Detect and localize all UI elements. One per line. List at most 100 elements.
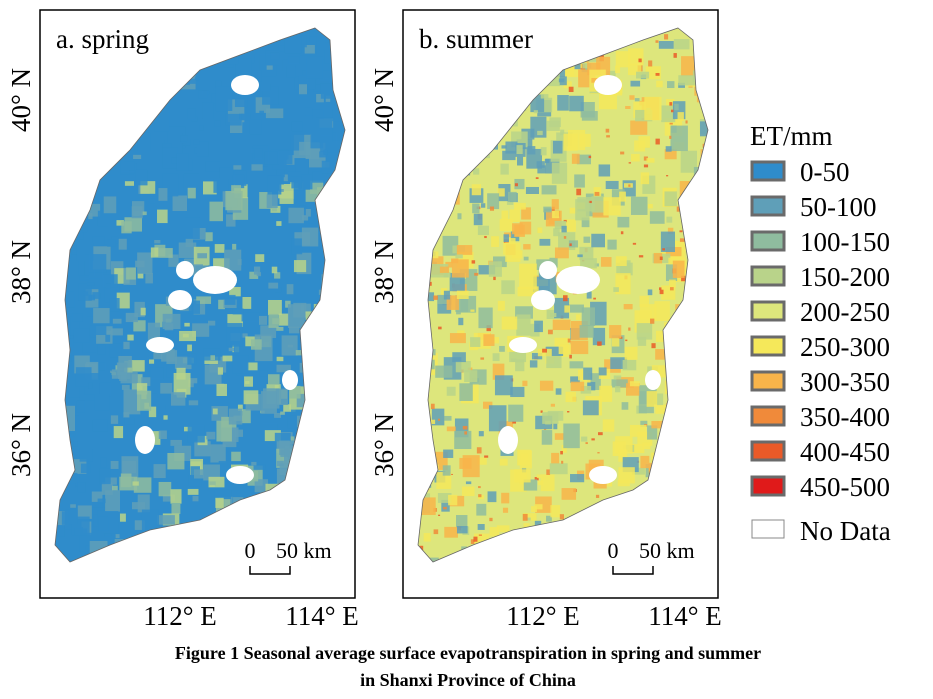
et-patch [282,59,296,71]
et-patch [671,109,674,113]
et-patch [73,116,83,129]
et-patch [523,256,529,261]
et-patch [342,150,345,153]
et-patch [278,189,284,192]
et-patch [303,506,313,514]
et-patch [576,154,591,165]
et-patch [464,164,470,169]
et-patch [350,182,363,199]
et-patch [660,512,673,529]
et-patch [110,545,125,562]
et-patch [242,296,252,309]
et-patch [213,178,229,193]
et-patch [122,99,139,111]
et-patch [132,481,139,486]
lon-tick-label: 114° E [648,601,722,631]
no-data-area [282,370,298,390]
et-patch [459,117,475,130]
et-patch [120,129,133,147]
et-patch [267,374,280,385]
et-patch [342,144,345,157]
et-patch [165,404,171,412]
et-patch [537,130,543,136]
et-patch [707,514,708,517]
et-patch [259,517,270,526]
et-patch [280,499,295,511]
no-data-area [498,426,518,454]
et-patch [651,420,663,429]
et-patch [326,286,340,301]
et-patch [472,203,480,214]
et-patch [328,302,340,318]
et-patch [225,190,243,211]
et-patch [329,565,335,570]
et-patch [673,387,692,397]
et-patch [301,227,319,247]
et-patch [70,218,82,231]
et-patch [592,327,606,346]
map-panel: a. spring 40° N 38° N 36° N 112° E 114° E 0 50 … [6,9,363,631]
et-patch [514,202,526,210]
et-patch [233,165,242,170]
et-patch [689,524,704,538]
et-patch [542,348,547,353]
et-patch [98,516,109,531]
et-patch [146,62,162,70]
et-patch [137,273,144,279]
et-patch [240,333,248,338]
et-patch [123,412,130,418]
et-patch [673,39,690,50]
et-patch [214,120,221,127]
et-patch [539,380,554,391]
et-patch [674,103,679,111]
et-patch [704,507,708,517]
et-patch [456,113,461,121]
et-patch [202,264,208,271]
et-patch [259,370,268,377]
et-patch [495,549,501,553]
et-patch [681,436,685,439]
et-patch [162,143,172,150]
et-patch [197,253,208,259]
et-patch [694,39,700,44]
et-patch [575,44,589,63]
et-patch [217,367,223,375]
et-patch [636,71,650,79]
et-patch [338,505,345,517]
et-patch [487,491,497,503]
et-patch [677,323,692,338]
et-patch [76,400,85,413]
et-patch [337,394,345,409]
et-patch [212,408,218,415]
caption-line: Figure 1 Seasonal average surface evapot… [175,643,761,663]
et-patch [55,258,60,269]
et-patch [691,338,695,341]
et-patch [325,292,333,297]
et-patch [588,155,592,159]
et-patch [123,149,136,162]
no-data-area [226,466,254,484]
et-patch [535,177,539,180]
et-patch [216,420,232,442]
et-patch [547,329,553,335]
et-patch [488,405,507,432]
et-patch [178,65,196,90]
et-patch [508,404,524,422]
et-patch [679,230,683,233]
et-patch [301,343,309,350]
et-patch [711,541,715,544]
et-patch [86,171,91,178]
et-patch [499,458,508,466]
et-patch [311,318,324,336]
et-patch [452,565,458,572]
et-patch [162,313,181,329]
no-data-area [231,75,259,95]
et-patch [675,304,691,314]
et-patch [148,537,158,551]
et-patch [635,109,653,122]
et-patch [505,242,521,262]
et-patch [643,164,649,168]
et-patch [105,546,119,557]
et-patch [499,218,513,231]
et-patch [348,361,359,368]
